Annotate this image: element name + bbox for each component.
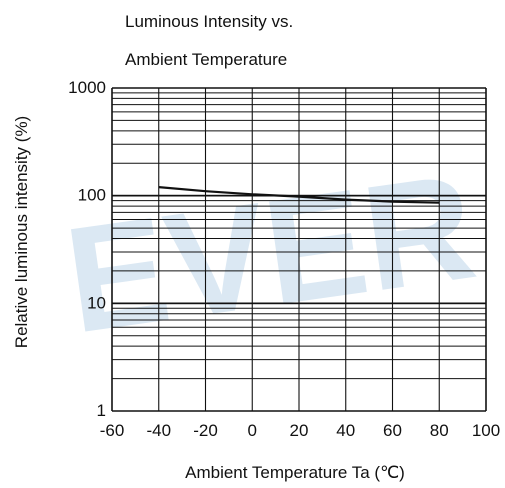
y-axis-label: Relative luminous intensity (%) (12, 116, 31, 348)
plot-grid (111, 87, 487, 412)
y-tick-label: 10 (87, 293, 106, 312)
x-tick-label: 40 (336, 421, 355, 440)
y-tick-label: 1000 (68, 78, 106, 97)
x-tick-label: 20 (290, 421, 309, 440)
x-tick-label: -40 (146, 421, 171, 440)
watermark-text: EVER (56, 141, 484, 364)
watermark-layer: EVER (56, 141, 484, 364)
y-tick-label: 1 (97, 401, 106, 420)
x-tick-label: 0 (248, 421, 257, 440)
x-tick-label: -60 (100, 421, 125, 440)
x-tick-label: 100 (472, 421, 500, 440)
data-series (158, 186, 440, 204)
chart-title-line-2: Ambient Temperature (125, 50, 287, 69)
y-tick-label: 100 (78, 186, 106, 205)
x-tick-label: 60 (383, 421, 402, 440)
chart-title-line-1: Luminous Intensity vs. (125, 12, 293, 31)
x-tick-label: 80 (430, 421, 449, 440)
x-axis-label: Ambient Temperature Ta (℃) (185, 463, 405, 482)
series-line (158, 186, 440, 204)
x-tick-labels: -60 -40 -20 0 20 40 60 80 100 (100, 421, 500, 440)
y-tick-labels: 1 10 100 1000 (68, 78, 106, 420)
x-tick-label: -20 (193, 421, 218, 440)
